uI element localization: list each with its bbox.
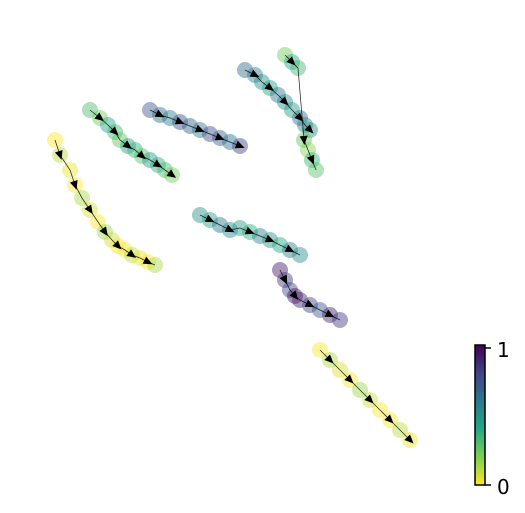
stream-arrow <box>279 96 289 106</box>
stream-arrow <box>364 394 374 404</box>
stream-arrow <box>142 256 153 265</box>
stream-arrow <box>286 56 296 66</box>
colorbar-label-min: 0 <box>497 475 510 499</box>
scatter-points <box>47 47 418 448</box>
stream-arrow <box>384 414 394 424</box>
stream-arrow <box>69 179 78 190</box>
stream-arrows <box>54 56 414 444</box>
colorbar-label-max: 1 <box>497 338 510 362</box>
colorbar: 1 0 <box>474 338 510 499</box>
stream-arrow <box>344 374 354 384</box>
stream-arrow <box>244 226 255 235</box>
stream-arrow <box>154 109 165 118</box>
stream-arrow <box>224 224 235 233</box>
stream-arrow <box>306 154 315 165</box>
stream-arrow <box>204 214 215 223</box>
stream-arrow <box>304 124 314 134</box>
stream-arrow <box>234 140 245 149</box>
stream-arrow <box>279 274 288 285</box>
stream-arrow <box>109 126 119 136</box>
stream-arrow <box>299 135 308 145</box>
stream-arrow <box>174 116 185 125</box>
stream-arrow <box>304 299 315 308</box>
stream-arrow <box>249 69 260 78</box>
stream-arrow <box>294 112 304 122</box>
stream-arrow <box>99 226 108 237</box>
stream-arrow <box>264 82 275 91</box>
stream-arrow <box>264 234 275 243</box>
stream-arrow <box>284 244 295 253</box>
stream-arrow <box>166 169 177 178</box>
stream-line <box>149 109 241 147</box>
colorbar-gradient <box>474 344 486 486</box>
stream-arrow <box>289 290 299 300</box>
stream-arrow <box>214 132 225 141</box>
stream-arrow <box>404 434 414 444</box>
stream-arrow <box>152 159 163 168</box>
stream-arrow <box>54 149 63 160</box>
stream-arrow <box>194 124 205 133</box>
stream-arrow <box>112 240 122 250</box>
stream-line <box>319 349 411 441</box>
stream-arrow <box>122 140 133 149</box>
stream-arrow <box>324 354 334 364</box>
stream-arrow <box>324 309 335 318</box>
stream-arrow <box>84 204 93 215</box>
stream-arrow <box>126 249 137 258</box>
stream-arrow <box>136 150 146 160</box>
stream-arrow <box>94 112 104 122</box>
